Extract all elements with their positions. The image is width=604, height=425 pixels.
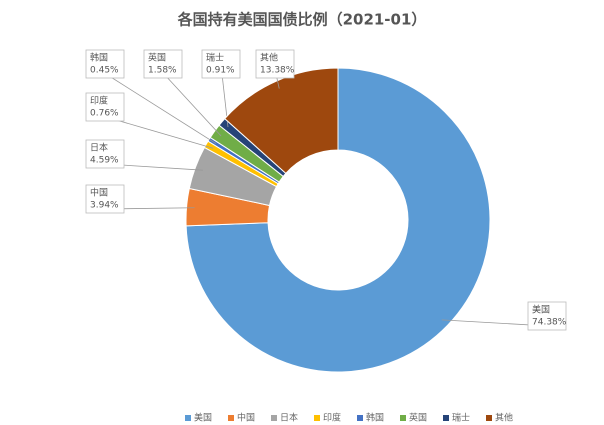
legend-swatch	[357, 415, 363, 421]
legend-swatch	[271, 415, 277, 421]
legend-label: 中国	[237, 412, 255, 424]
legend-swatch	[228, 415, 234, 421]
leader-line	[163, 73, 222, 137]
category-label: 英国	[148, 52, 166, 64]
value-label: 4.59%	[90, 156, 119, 166]
label-box	[85, 139, 125, 169]
donut-slice	[224, 67, 339, 175]
label-box	[143, 49, 183, 79]
legend-label: 印度	[323, 412, 341, 424]
chart-title: 各国持有美国国债比例（2021-01）	[177, 11, 427, 29]
legend-label: 美国	[194, 412, 212, 424]
category-label: 印度	[90, 95, 108, 107]
label-box	[201, 49, 241, 79]
value-label: 1.58%	[148, 66, 177, 76]
category-label: 美国	[532, 304, 550, 316]
legend-label: 韩国	[366, 412, 384, 424]
category-label: 韩国	[90, 52, 108, 64]
value-label: 0.76%	[90, 109, 119, 119]
category-label: 其他	[260, 52, 278, 64]
label-box	[85, 184, 125, 214]
value-label: 0.91%	[206, 66, 235, 76]
label-box	[255, 49, 295, 79]
leader-line	[105, 73, 217, 144]
value-label: 3.94%	[90, 201, 119, 211]
value-label: 0.45%	[90, 66, 119, 76]
legend-label: 英国	[409, 412, 427, 424]
legend-label: 瑞士	[452, 412, 470, 424]
value-label: 74.38%	[532, 318, 567, 328]
label-box	[85, 49, 125, 79]
legend-swatch	[486, 415, 492, 421]
category-label: 日本	[90, 142, 108, 154]
category-label: 中国	[90, 187, 108, 199]
donut-slice	[185, 67, 491, 373]
label-box	[527, 301, 567, 331]
value-label: 13.38%	[260, 66, 295, 76]
legend-swatch	[400, 415, 406, 421]
legend-swatch	[185, 415, 191, 421]
legend-label: 其他	[495, 412, 513, 424]
legend-swatch	[443, 415, 449, 421]
leader-line	[105, 116, 214, 149]
legend-label: 日本	[280, 412, 298, 424]
label-box	[85, 92, 125, 122]
legend-swatch	[314, 415, 320, 421]
category-label: 瑞士	[206, 52, 224, 64]
